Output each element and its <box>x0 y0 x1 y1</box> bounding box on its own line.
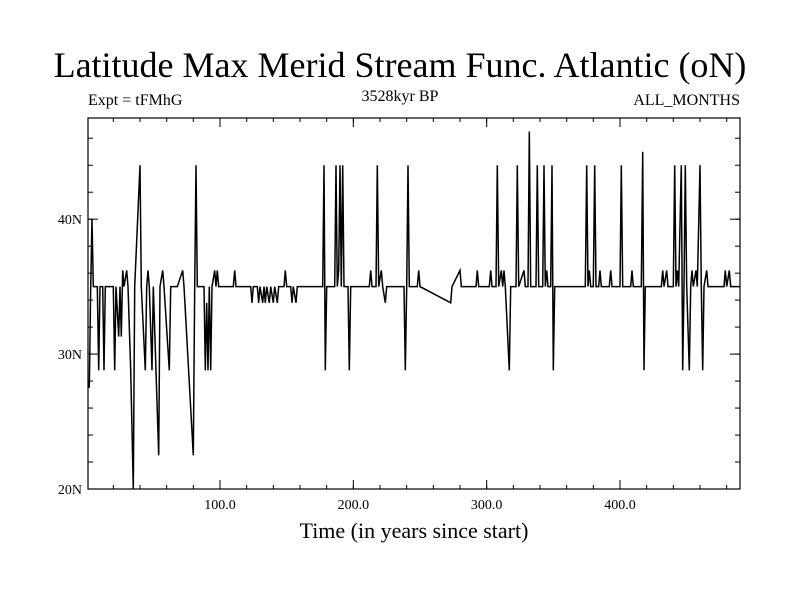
y-tick-label: 40N <box>58 213 82 228</box>
y-tick-label: 20N <box>58 483 82 498</box>
x-tick-label: 100.0 <box>204 498 236 513</box>
x-tick-label: 300.0 <box>471 498 503 513</box>
series-line <box>87 131 740 490</box>
y-tick-label: 30N <box>58 348 82 363</box>
x-tick-label: 400.0 <box>604 498 636 513</box>
experiment-label: Expt = tFMhG <box>88 92 183 109</box>
period-label: 3528kyr BP <box>361 88 439 105</box>
x-tick-label: 200.0 <box>338 498 370 513</box>
chart-title: Latitude Max Merid Stream Func. Atlantic… <box>53 45 747 85</box>
x-axis-label: Time (in years since start) <box>299 518 529 543</box>
months-label: ALL_MONTHS <box>633 92 740 109</box>
plot-frame <box>87 117 741 490</box>
